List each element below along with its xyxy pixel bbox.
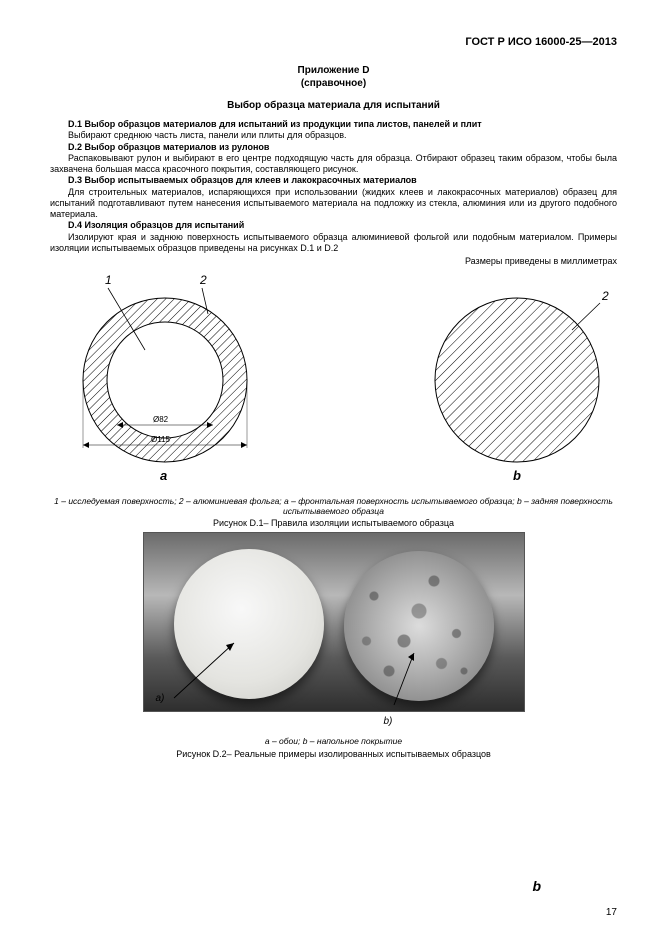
figure-d2-photo: a) (143, 532, 525, 712)
figure-d1-row: 1 2 Ø82 Ø115 a (50, 270, 617, 490)
callout-2b: 2 (601, 289, 609, 303)
units-note: Размеры приведены в миллиметрах (50, 256, 617, 266)
callout-1: 1 (105, 273, 112, 287)
figure-d1-legend: 1 – исследуемая поверхность; 2 – алюмини… (50, 496, 617, 516)
page-number: 17 (606, 907, 617, 918)
photo-label-a: a) (156, 693, 165, 704)
figure-d1-a: 1 2 Ø82 Ø115 a (50, 270, 280, 490)
fig-a-letter: a (160, 468, 167, 483)
body-text: D.1 Выбор образцов материалов для испыта… (50, 119, 617, 254)
stray-letter-b: b (532, 878, 541, 894)
d4-text: Изолируют края и заднюю поверхность испы… (50, 232, 617, 255)
appendix-title: Приложение D (справочное) (50, 64, 617, 90)
figure-d2-caption: Рисунок D.2– Реальные примеры изолирован… (50, 749, 617, 759)
d2-text: Распаковывают рулон и выбирают в его цен… (50, 153, 617, 176)
dim-outer: Ø115 (151, 435, 171, 444)
fig-b-letter: b (513, 468, 521, 483)
figure-d2-legend: a – обои; b – напольное покрытие (50, 736, 617, 746)
dim-inner: Ø82 (153, 415, 169, 424)
appendix-note: (справочное) (301, 78, 366, 89)
section-title: Выбор образца материала для испытаний (50, 100, 617, 111)
d1-heading: D.1 Выбор образцов материалов для испыта… (68, 119, 482, 129)
callout-2: 2 (199, 273, 207, 287)
figure-d1-caption: Рисунок D.1– Правила изоляции испытываем… (50, 518, 617, 528)
photo-label-b: b) (384, 716, 393, 727)
document-id: ГОСТ Р ИСО 16000-25—2013 (50, 36, 617, 48)
d3-text: Для строительных материалов, испаряющихс… (50, 187, 617, 221)
d3-heading: D.3 Выбор испытываемых образцов для клее… (68, 175, 417, 185)
d2-heading: D.2 Выбор образцов материалов из рулонов (68, 142, 269, 152)
appendix-label: Приложение D (298, 65, 370, 76)
d4-heading: D.4 Изоляция образцов для испытаний (68, 220, 244, 230)
figure-d1-b: 2 b (417, 270, 617, 490)
d1-text: Выбирают среднюю часть листа, панели или… (50, 130, 617, 141)
